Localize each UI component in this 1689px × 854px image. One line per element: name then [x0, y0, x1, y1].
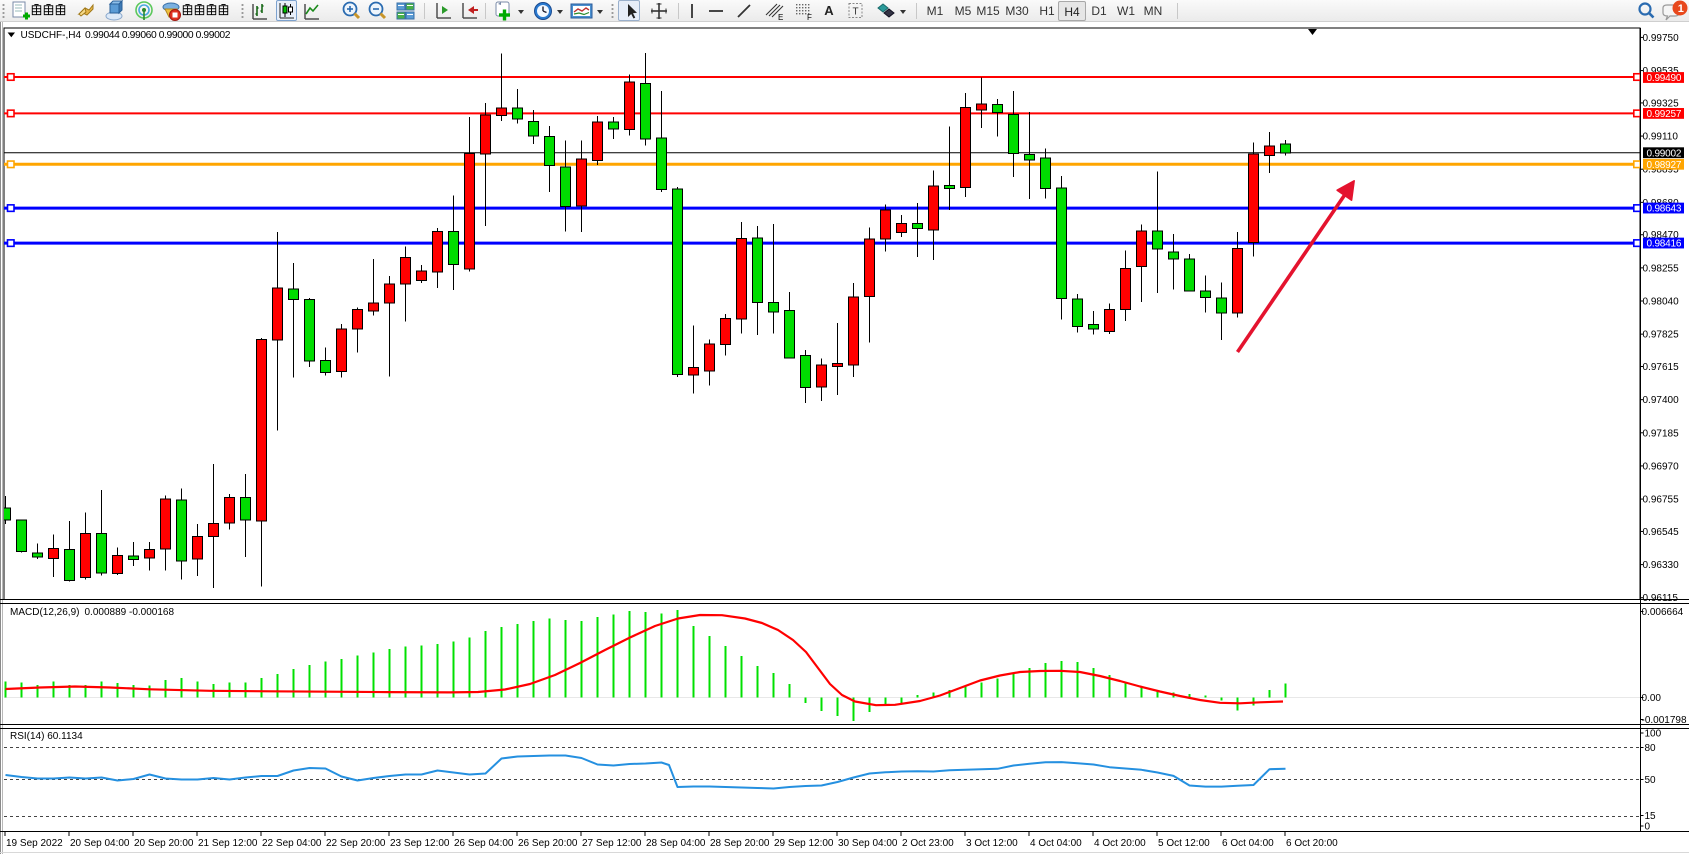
- svg-text:4 Oct 04:00: 4 Oct 04:00: [1030, 838, 1082, 849]
- svg-text:26 Sep 04:00: 26 Sep 04:00: [454, 838, 514, 849]
- svg-text:0.99110: 0.99110: [1643, 132, 1679, 143]
- svg-text:0.96115: 0.96115: [1643, 593, 1679, 604]
- svg-text:F: F: [807, 13, 812, 22]
- svg-text:5 Oct 12:00: 5 Oct 12:00: [1158, 838, 1210, 849]
- svg-text:6 Oct 20:00: 6 Oct 20:00: [1286, 838, 1338, 849]
- svg-text:0.99490: 0.99490: [1647, 73, 1682, 84]
- svg-text:0.006664: 0.006664: [1642, 607, 1684, 618]
- svg-text:0.99257: 0.99257: [1647, 109, 1682, 120]
- svg-text:MACD(12,26,9): MACD(12,26,9): [10, 607, 79, 618]
- svg-text:4 Oct 20:00: 4 Oct 20:00: [1094, 838, 1146, 849]
- svg-text:0.98927: 0.98927: [1647, 160, 1682, 171]
- svg-text:0.99002: 0.99002: [1647, 148, 1682, 159]
- svg-text:1: 1: [1678, 3, 1684, 15]
- svg-text:26 Sep 20:00: 26 Sep 20:00: [518, 838, 578, 849]
- svg-text:0.000889 -0.000168: 0.000889 -0.000168: [85, 607, 175, 618]
- svg-text:0.96330: 0.96330: [1643, 560, 1680, 571]
- svg-text:15: 15: [1645, 811, 1657, 822]
- svg-text:2 Oct 23:00: 2 Oct 23:00: [902, 838, 954, 849]
- svg-text:0.96755: 0.96755: [1643, 495, 1680, 506]
- svg-text:3 Oct 12:00: 3 Oct 12:00: [966, 838, 1018, 849]
- svg-text:0.98643: 0.98643: [1647, 204, 1682, 215]
- svg-text:0.99750: 0.99750: [1643, 33, 1680, 44]
- svg-text:0.96970: 0.96970: [1643, 461, 1680, 472]
- svg-text:19 Sep 2022: 19 Sep 2022: [6, 838, 63, 849]
- svg-text:USDCHF-,H4: USDCHF-,H4: [21, 30, 82, 41]
- svg-text:22 Sep 04:00: 22 Sep 04:00: [262, 838, 322, 849]
- svg-text:RSI(14) 60.1134: RSI(14) 60.1134: [10, 731, 83, 742]
- svg-text:21 Sep 12:00: 21 Sep 12:00: [198, 838, 258, 849]
- svg-text:0.98040: 0.98040: [1643, 297, 1680, 308]
- svg-text:0.98470: 0.98470: [1643, 230, 1680, 241]
- svg-text:20 Sep 04:00: 20 Sep 04:00: [70, 838, 130, 849]
- svg-text:0.99044 0.99060 0.99000 0.9900: 0.99044 0.99060 0.99000 0.99002: [85, 30, 231, 41]
- svg-text:0.99535: 0.99535: [1643, 66, 1680, 77]
- svg-text:-0.001798: -0.001798: [1642, 715, 1687, 726]
- svg-text:0.97185: 0.97185: [1643, 428, 1680, 439]
- svg-text:100: 100: [1645, 729, 1662, 740]
- svg-text:0.97400: 0.97400: [1643, 395, 1680, 406]
- svg-text:80: 80: [1645, 743, 1657, 754]
- svg-text:0.96545: 0.96545: [1643, 527, 1680, 538]
- svg-text:28 Sep 20:00: 28 Sep 20:00: [710, 838, 770, 849]
- svg-text:0.97825: 0.97825: [1643, 330, 1680, 341]
- svg-text:50: 50: [1645, 775, 1657, 786]
- svg-text:20 Sep 20:00: 20 Sep 20:00: [134, 838, 194, 849]
- svg-text:0.98255: 0.98255: [1643, 263, 1680, 274]
- svg-text:28 Sep 04:00: 28 Sep 04:00: [646, 838, 706, 849]
- svg-text:0.97615: 0.97615: [1643, 362, 1680, 373]
- svg-text:27 Sep 12:00: 27 Sep 12:00: [582, 838, 642, 849]
- svg-text:0: 0: [1645, 822, 1651, 833]
- svg-text:0.00: 0.00: [1642, 693, 1662, 704]
- svg-text:T: T: [853, 7, 859, 18]
- svg-text:E: E: [778, 13, 783, 22]
- svg-text:0.98895: 0.98895: [1643, 165, 1680, 176]
- svg-text:29 Sep 12:00: 29 Sep 12:00: [774, 838, 834, 849]
- svg-text:22 Sep 20:00: 22 Sep 20:00: [326, 838, 386, 849]
- svg-text:0.98416: 0.98416: [1647, 239, 1682, 250]
- svg-text:30 Sep 04:00: 30 Sep 04:00: [838, 838, 898, 849]
- svg-text:6 Oct 04:00: 6 Oct 04:00: [1222, 838, 1274, 849]
- svg-text:0.99325: 0.99325: [1643, 98, 1680, 109]
- svg-text:23 Sep 12:00: 23 Sep 12:00: [390, 838, 450, 849]
